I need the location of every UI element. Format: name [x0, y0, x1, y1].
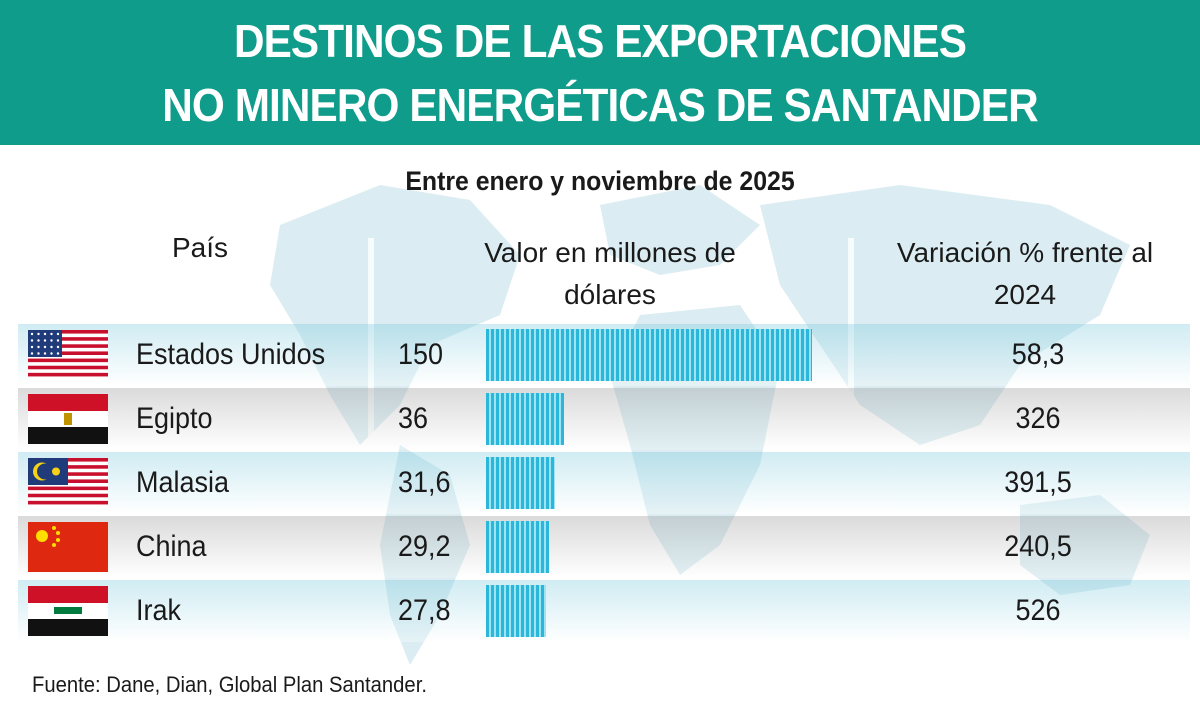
bar: [486, 585, 547, 637]
column-header-value: Valor en millones de dólares: [484, 237, 736, 310]
data-label: 27,8: [398, 594, 451, 627]
column-header-country: País: [171, 232, 229, 263]
iraq-flag-icon: [28, 586, 108, 636]
china-flag-icon: [28, 522, 108, 572]
title-line-1: DESTINOS DE LAS EXPORTACIONES: [233, 15, 967, 67]
variation-label: 526: [1015, 594, 1061, 627]
column-divider: [848, 238, 854, 640]
table-row: [18, 516, 1190, 578]
bar: [486, 457, 555, 509]
usa-flag-icon: [28, 330, 108, 380]
source-note: Fuente: Dane, Dian, Global Plan Santande…: [32, 672, 427, 697]
data-label: 29,2: [398, 530, 451, 563]
egypt-flag-icon: [28, 394, 108, 444]
country-label: China: [136, 530, 207, 563]
variation-label: 326: [1015, 402, 1061, 435]
bar: [486, 393, 565, 445]
table-row: [18, 580, 1190, 642]
column-header-variation: Variación % frente al 2024: [896, 237, 1154, 310]
variation-label: 240,5: [1004, 530, 1072, 563]
country-label: Malasia: [136, 466, 230, 499]
chart-subtitle: Entre enero y noviembre de 2025: [405, 166, 795, 196]
country-label: Egipto: [136, 402, 213, 435]
country-label: Irak: [136, 594, 182, 627]
data-label: 150: [398, 338, 444, 371]
bar: [486, 521, 550, 573]
variation-label: 58,3: [1011, 338, 1065, 371]
table-row: [18, 452, 1190, 514]
column-divider: [368, 238, 374, 640]
variation-label: 391,5: [1004, 466, 1072, 499]
table-row: [18, 388, 1190, 450]
title-line-2: NO MINERO ENERGÉTICAS DE SANTANDER: [162, 79, 1038, 131]
data-label: 31,6: [398, 466, 451, 499]
title-banner: DESTINOS DE LAS EXPORTACIONES NO MINERO …: [0, 0, 1200, 145]
data-label: 36: [398, 402, 429, 435]
malaysia-flag-icon: [28, 458, 108, 508]
bar: [486, 329, 812, 381]
country-label: Estados Unidos: [136, 338, 326, 371]
